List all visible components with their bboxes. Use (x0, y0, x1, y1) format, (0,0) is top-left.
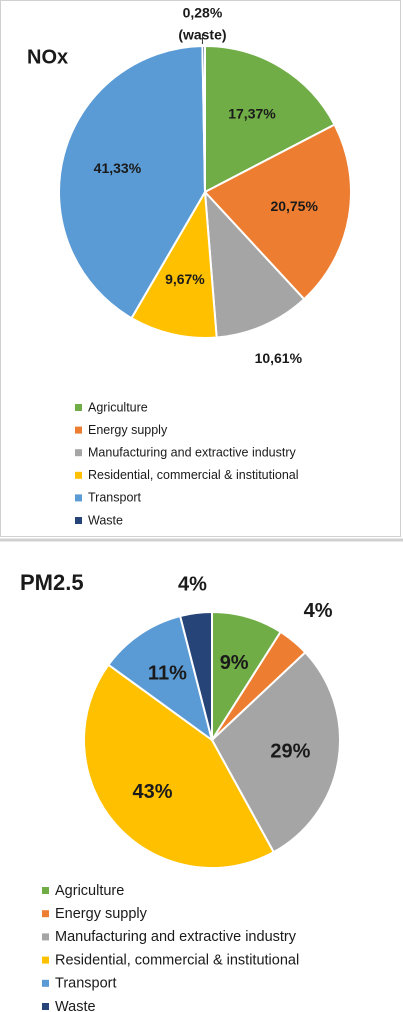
data-label: 17,37% (228, 105, 276, 121)
legend-swatch (75, 494, 82, 502)
legend-swatch (42, 956, 49, 964)
panel-border (0, 0, 401, 537)
pie-slice (201, 44, 206, 193)
chart-title: PM2.5 (20, 570, 84, 595)
data-label: 10,61% (255, 350, 303, 366)
legend-swatch (42, 1003, 49, 1010)
legend-label: Manufacturing and extractive industry (88, 445, 296, 459)
legend-label: Energy supply (88, 423, 168, 437)
data-label: 4% (304, 600, 333, 622)
legend-label: Transport (88, 491, 142, 505)
data-label: 9% (220, 652, 249, 674)
pie-slice (83, 663, 276, 869)
data-label: 20,75% (270, 198, 318, 214)
legend-label: Residential, commercial & institutional (55, 952, 299, 968)
pie-slice (178, 610, 213, 741)
data-label: 0,28% (183, 5, 223, 21)
legend-swatch (75, 517, 82, 524)
chart-title: NOx (27, 46, 68, 68)
data-label: 29% (270, 741, 310, 763)
pie-slice (204, 44, 336, 194)
data-label: 43% (132, 781, 172, 803)
legend-swatch (75, 471, 82, 479)
legend-swatch (75, 404, 82, 411)
data-label: 4% (178, 573, 207, 595)
legend-swatch (75, 449, 82, 457)
legend-label: Agriculture (55, 883, 124, 899)
pie-slice (107, 614, 214, 743)
data-label: 11% (148, 663, 187, 685)
legend-label: Agriculture (88, 400, 148, 414)
pie-slice (58, 45, 207, 320)
legend-swatch (42, 933, 49, 941)
legend-label: Manufacturing and extractive industry (55, 929, 297, 945)
legend-label: Waste (88, 513, 123, 527)
pie-slice (210, 650, 341, 854)
annotation: (waste) (178, 27, 226, 43)
legend-label: Residential, commercial & institutional (88, 468, 299, 482)
legend-swatch (42, 979, 49, 987)
legend-swatch (42, 910, 49, 918)
data-label: 41,33% (94, 160, 142, 176)
pie-slice (203, 123, 352, 301)
pie-slice (130, 188, 218, 339)
data-label: 9,67% (165, 271, 205, 287)
pie-slice (203, 189, 306, 339)
legend-label: Energy supply (55, 906, 148, 922)
legend-label: Transport (55, 976, 117, 992)
legend-swatch (75, 426, 82, 434)
legend-swatch (42, 887, 49, 894)
legend-label: Waste (55, 999, 96, 1012)
